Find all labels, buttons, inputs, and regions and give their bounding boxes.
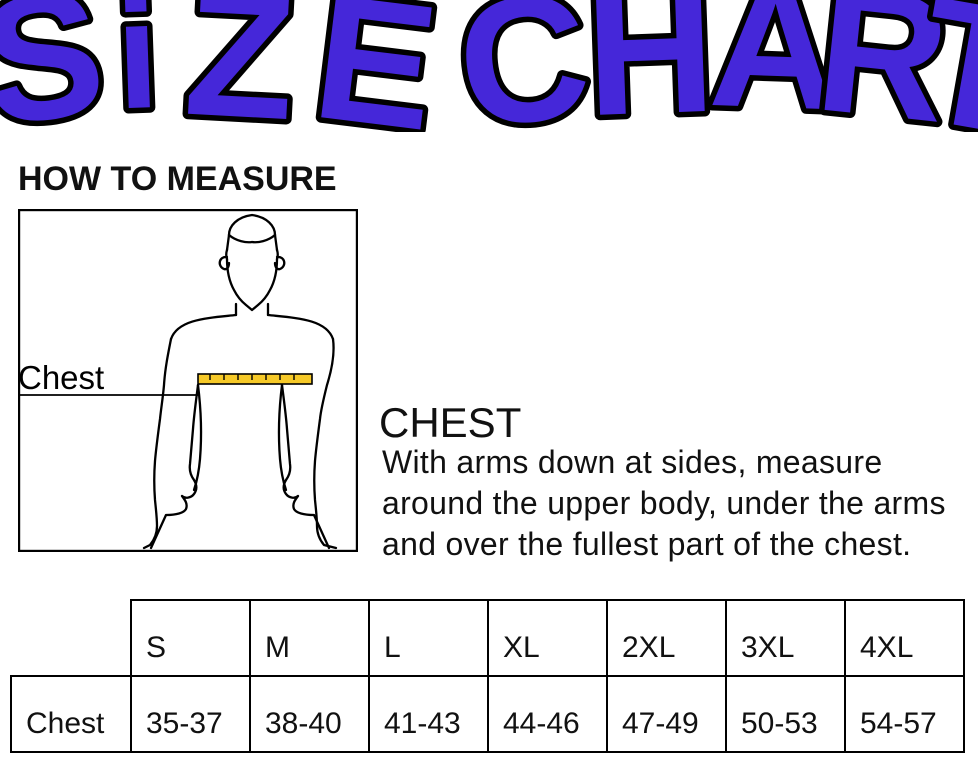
svg-text:C: C [449,0,598,132]
svg-text:Chest: Chest [18,359,104,396]
svg-text:E: E [305,0,447,132]
svg-text:H: H [583,0,718,132]
svg-text:i: i [113,0,162,132]
svg-text:S: S [0,0,114,132]
svg-text:Z: Z [181,0,300,132]
